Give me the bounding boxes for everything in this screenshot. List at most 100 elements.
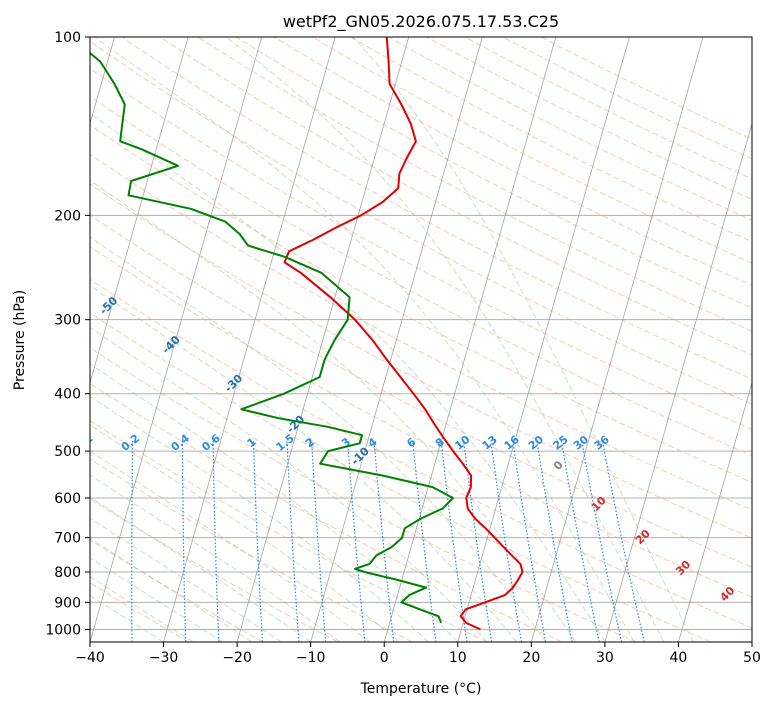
moist-adiabat <box>90 557 223 642</box>
y-tick-label: 200 <box>54 208 81 224</box>
temperature-profile <box>283 37 524 631</box>
moist-adiabat <box>90 395 429 642</box>
x-tick-label: −40 <box>75 650 105 666</box>
mixing-ratio-line <box>512 440 547 642</box>
mixing-ratio-line <box>347 440 366 642</box>
moist-adiabat <box>90 424 400 642</box>
x-tick-label: 20 <box>522 650 540 666</box>
mixing-ratio-label: 1 <box>245 435 259 450</box>
dry-adiabat <box>90 347 637 642</box>
mixing-ratio-line <box>536 440 573 642</box>
isotherm-line <box>457 37 630 642</box>
y-tick-label: 100 <box>54 30 81 46</box>
dry-adiabat <box>90 312 711 642</box>
y-axis-label: Pressure (hPa) <box>12 290 28 390</box>
profile-series <box>90 37 524 631</box>
mixing-ratio-label: 6 <box>404 435 418 450</box>
dry-adiabat <box>235 37 752 309</box>
plot-frame <box>89 36 753 643</box>
moist-adiabat-label: 40 <box>717 584 737 604</box>
y-tick-label: 400 <box>54 387 81 403</box>
dry-adiabat <box>90 67 752 431</box>
dry-adiabat <box>90 539 264 642</box>
x-tick-label: −20 <box>222 650 252 666</box>
mixing-ratio-line <box>82 441 86 642</box>
mixing-ratio-label: 36 <box>592 433 612 453</box>
dry-adiabat <box>90 383 562 642</box>
y-tick-label: 800 <box>54 565 81 581</box>
dry-adiabat <box>387 37 752 221</box>
y-tick-label: 700 <box>54 531 81 547</box>
moist-adiabat <box>90 496 311 642</box>
dewpoint-profile <box>90 51 454 624</box>
y-tick-label: 500 <box>54 444 81 460</box>
isotherm-line <box>530 37 704 642</box>
dry-adiabat <box>197 37 752 332</box>
dry-adiabat <box>90 214 752 568</box>
isotherm-label: -70 <box>0 188 4 211</box>
mixing-ratio-line <box>311 440 327 642</box>
dry-adiabat <box>90 246 752 598</box>
mixing-ratio-line <box>212 440 220 642</box>
mixing-ratio-line <box>131 440 134 642</box>
moist-adiabat <box>90 179 576 642</box>
mixing-ratio-label: 4 <box>366 435 380 450</box>
y-tick-label: 900 <box>54 595 81 611</box>
isotherm-line <box>90 37 189 385</box>
x-tick-label: 40 <box>670 650 688 666</box>
mixing-ratio-label: 0.1 <box>72 432 95 454</box>
isotherm-line <box>163 37 336 642</box>
moist-adiabat <box>90 450 370 642</box>
isotherm-line <box>236 37 410 642</box>
mixing-ratio-label: 16 <box>502 433 522 453</box>
x-axis: −40 −30 −20 −10 0 10 20 30 40 50 <box>75 642 761 666</box>
mixing-ratio-label: 0.2 <box>119 432 142 454</box>
x-tick-label: 30 <box>596 650 614 666</box>
x-tick-label: −10 <box>296 650 326 666</box>
mixing-ratio-line <box>286 440 300 642</box>
dry-adiabat <box>90 278 752 629</box>
y-tick-label: 600 <box>54 491 81 507</box>
dry-adiabat <box>540 37 752 140</box>
isotherm-line <box>383 37 557 642</box>
dry-adiabat <box>159 37 752 356</box>
moist-adiabat <box>90 537 253 642</box>
background-lines <box>82 37 752 642</box>
mixing-ratio-line <box>560 440 600 642</box>
line-labels: 0.10.20.40.611.52346810131620253036-100-… <box>0 188 738 604</box>
isotherm-line <box>90 37 263 642</box>
mixing-ratio-label: 8 <box>433 435 447 450</box>
isotherm-label: -30 <box>222 372 245 395</box>
mixing-ratio-label: 25 <box>551 433 571 453</box>
dry-adiabat <box>90 124 752 483</box>
x-tick-label: −30 <box>149 650 179 666</box>
dry-adiabat <box>425 37 752 200</box>
moist-adiabat <box>352 37 694 642</box>
mixing-ratio-line <box>412 440 437 642</box>
x-axis-label: Temperature (°C) <box>360 681 482 697</box>
moist-adiabat-label: 20 <box>633 527 653 547</box>
isotherm-line <box>604 122 752 642</box>
dry-adiabat <box>90 420 488 642</box>
moist-adiabat <box>90 236 547 642</box>
dry-adiabat <box>90 153 752 511</box>
y-tick-label: 300 <box>54 313 81 329</box>
moist-adiabat <box>225 37 665 642</box>
moist-adiabat <box>90 112 606 642</box>
moist-adiabat <box>90 576 194 642</box>
isotherm-label: -10 <box>349 444 372 467</box>
mixing-ratio-line <box>601 440 645 642</box>
y-tick-label: 1000 <box>45 622 81 638</box>
dry-adiabat <box>120 37 752 380</box>
dry-adiabat <box>90 183 752 539</box>
mixing-ratio-line <box>581 440 623 642</box>
chart-title: wetPf2_GN05.2026.075.17.53.C25 <box>283 12 559 32</box>
mixing-ratio-line <box>252 440 264 642</box>
mixing-ratio-line <box>373 440 395 642</box>
isotherm-line <box>678 381 752 642</box>
x-tick-label: 10 <box>449 650 467 666</box>
x-tick-label: 50 <box>743 650 761 666</box>
x-tick-label: 0 <box>380 650 389 666</box>
mixing-ratio-line <box>181 440 187 642</box>
